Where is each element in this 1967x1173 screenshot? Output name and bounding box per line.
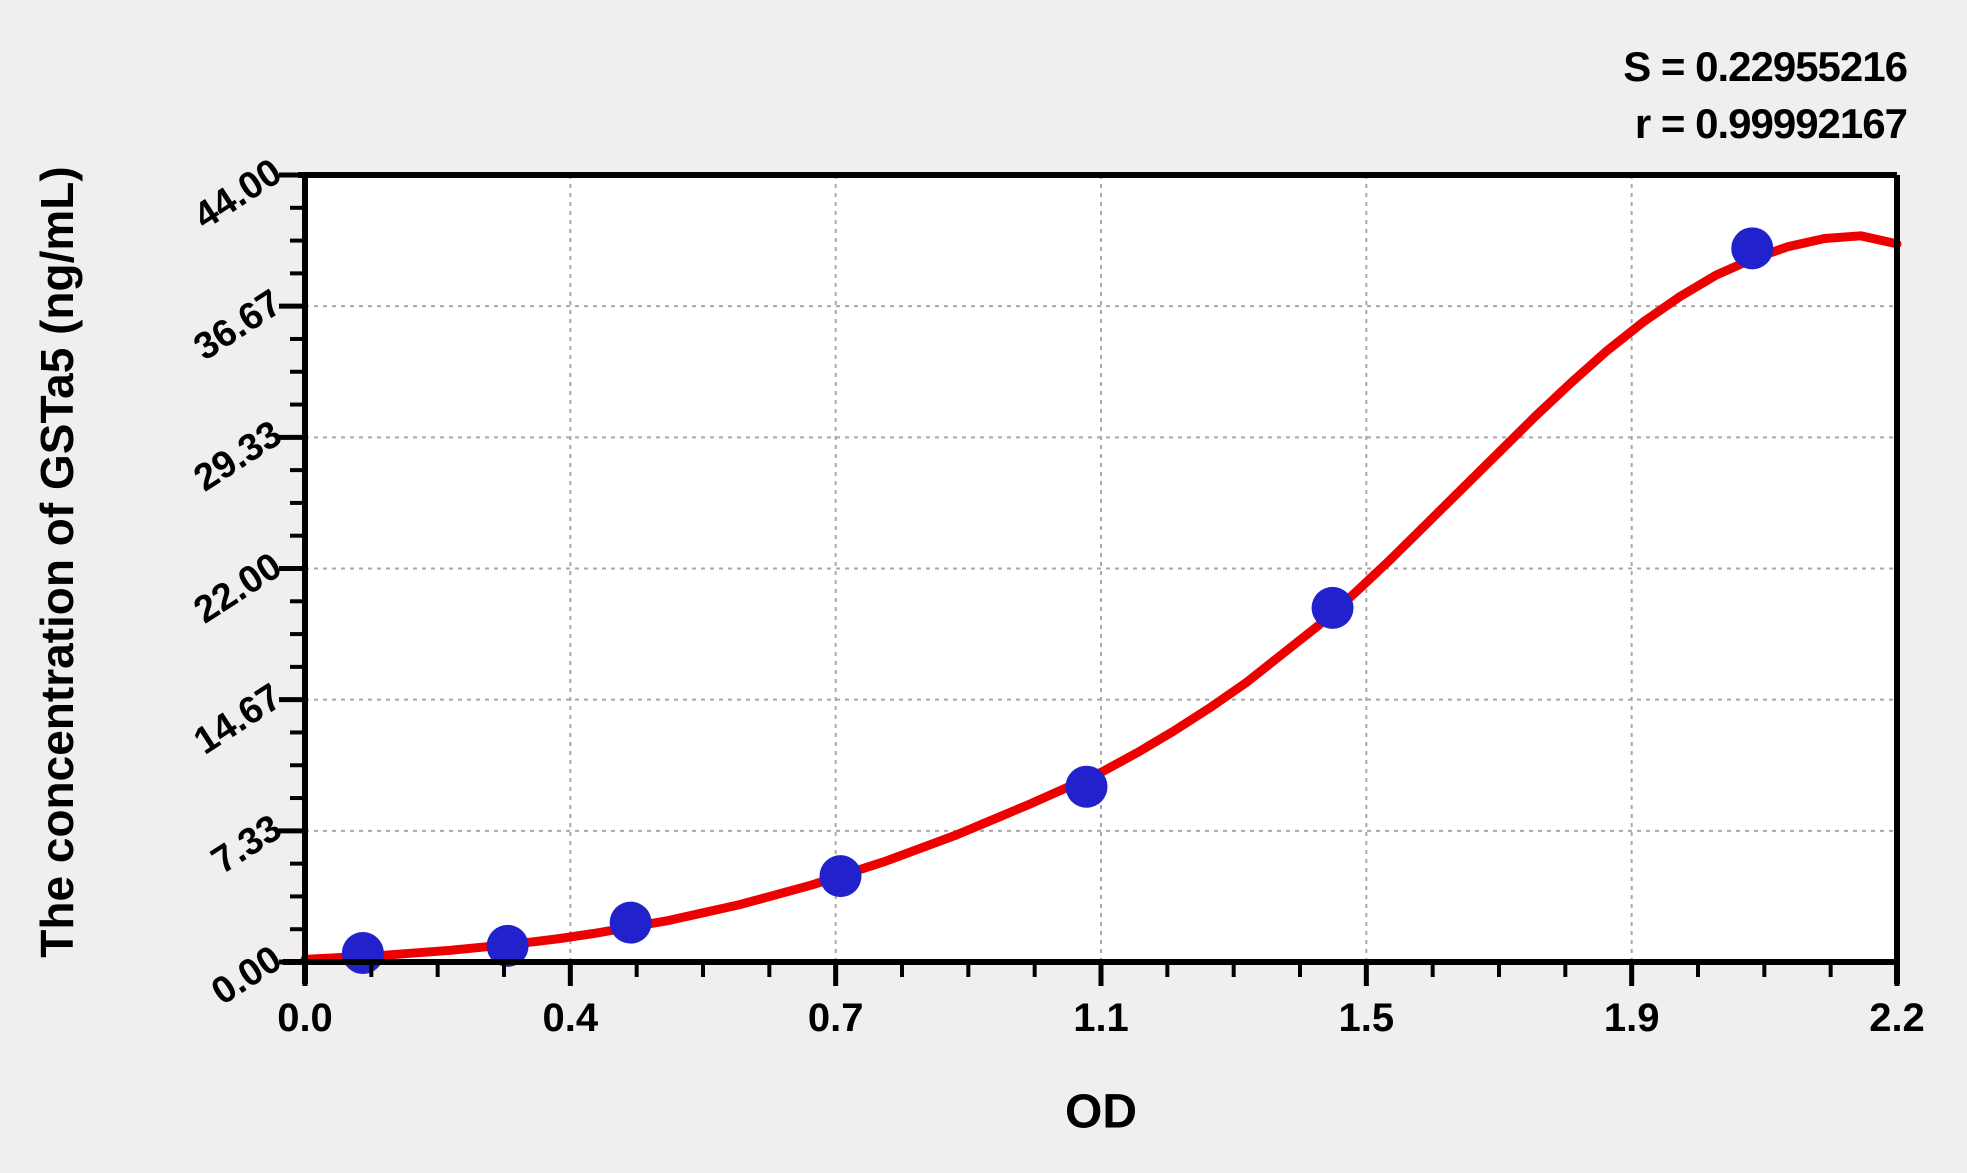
data-point [1311,586,1354,629]
fit-statistic-r: r = 0.99992167 [1634,100,1908,147]
fit-statistics: S = 0.22955216 r = 0.99992167 [1623,38,1908,152]
data-point [819,855,862,898]
x-tick-label: 0.7 [807,996,864,1040]
fit-statistic-s: S = 0.22955216 [1623,43,1908,90]
x-axis-title: OD [1065,1085,1137,1139]
data-point [1065,765,1108,808]
x-tick-label: 0.0 [277,996,333,1040]
x-tick-label: 2.2 [1869,996,1925,1040]
x-tick-label: 1.5 [1338,996,1395,1040]
x-tick-label: 0.4 [542,996,599,1040]
x-tick-label: 1.1 [1073,996,1129,1040]
x-tick-label: 1.9 [1603,996,1660,1040]
data-point [1731,227,1774,270]
data-point [486,924,529,967]
data-point [609,901,652,944]
data-point [341,932,384,975]
